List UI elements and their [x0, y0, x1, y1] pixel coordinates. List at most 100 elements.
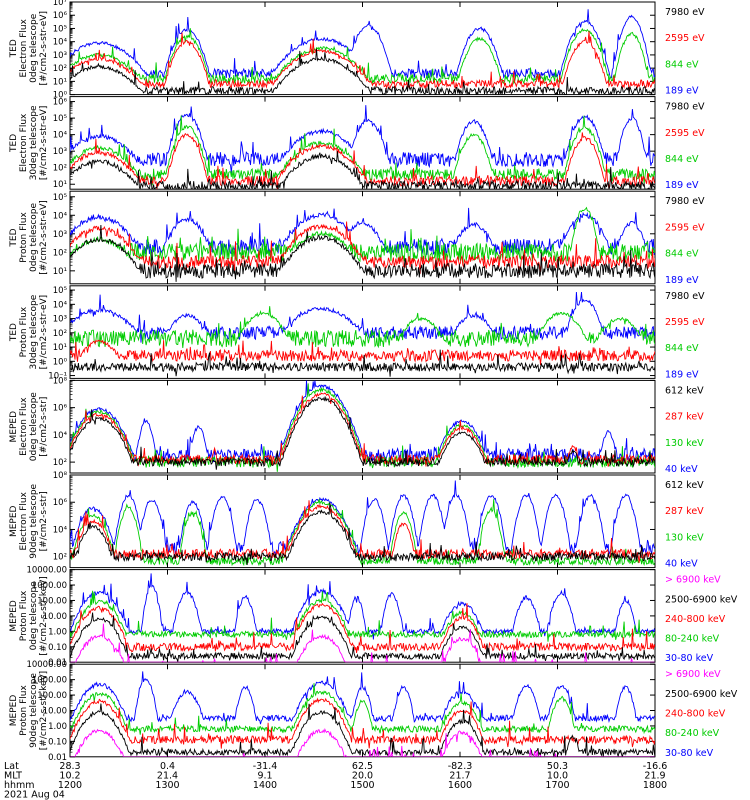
footer-value: 28.3 [59, 761, 80, 772]
series-trace [70, 339, 655, 366]
series-trace [70, 395, 655, 470]
y-axis-label-line: 30deg telescope [29, 105, 39, 180]
y-tick-label: 0.10 [48, 737, 67, 747]
y-axis-label: MEPED Proton Flux 90deg telescope [#/cm2-s-… [9, 671, 49, 750]
footer-value: 1200 [58, 780, 82, 791]
y-tick-label: 10⁵ [53, 193, 67, 203]
series-trace [70, 480, 655, 556]
y-tick-label: 10⁰ [53, 357, 68, 367]
y-axis-label: MEPED Proton Flux 0deg telescope [#/cm2-s-s… [9, 576, 49, 655]
legend-entry: 2500-6900 keV [665, 689, 738, 700]
legend: 7980 eV 2595 eV 844 eV 189 eV [665, 7, 705, 97]
y-axis-label-line: Electron Flux [19, 491, 29, 550]
legend: 7980 eV 2595 eV 844 eV 189 eV [665, 102, 705, 192]
y-tick-label: 10⁵ [53, 286, 67, 296]
y-axis-label: TED Proton Flux 30deg telescope [#/cm2-s-st… [9, 294, 49, 369]
series-trace [70, 224, 655, 282]
y-axis-label-line: TED [9, 134, 19, 153]
y-axis-label-line: 0deg telescope [29, 13, 39, 83]
legend-entry: 7980 eV [665, 196, 705, 207]
series-trace [70, 573, 655, 640]
y-axis-label-line: [#/cm2-s-str-eV] [39, 295, 49, 370]
legend-entry: 80-240 keV [665, 728, 720, 739]
y-tick-label: 10² [53, 164, 67, 174]
y-tick-label: 10⁴ [53, 211, 68, 221]
legend: > 6900 keV 2500-6900 keV 240-800 keV 80-240… [665, 669, 738, 759]
footer-value: 1600 [448, 780, 472, 791]
y-axis-label-line: MEPED [9, 600, 19, 632]
y-axis-label: TED Electron Flux 30deg telescope [#/cm2-s-… [9, 105, 49, 180]
y-tick-label: 10² [53, 553, 67, 563]
series-trace [70, 207, 655, 256]
footer-value: 10.0 [547, 771, 568, 782]
series-trace [70, 291, 655, 343]
legend: 612 keV 287 keV 130 keV 40 keV [665, 385, 704, 475]
y-tick-label: 10³ [53, 230, 67, 240]
y-tick-label: 1000.00 [32, 676, 67, 686]
y-tick-label: 10⁴ [53, 131, 68, 141]
y-axis-label: MEPED Electron Flux 90deg telescope [#/cm2-… [9, 483, 49, 558]
footer-row-label: Lat [4, 761, 19, 772]
y-tick-label: 10¹ [53, 180, 67, 190]
y-axis-label-line: 0deg telescope [29, 392, 39, 462]
legend-entry: 287 keV [665, 412, 704, 423]
footer-value: 9.1 [257, 771, 272, 782]
legend-entry: 189 eV [665, 369, 699, 380]
footer-value: 0.4 [160, 761, 175, 772]
footer-value: 21.4 [157, 771, 178, 782]
legend-entry: 2595 eV [665, 317, 705, 328]
y-axis-label-line: [#/cm2-s-str-keV] [39, 576, 49, 655]
panel-4: 10⁻¹ 10⁰ 10¹ 10² 10³ 10⁴ 10⁵ TED Proton Flux 30de… [9, 285, 705, 382]
y-tick-label: 10³ [53, 51, 67, 61]
footer-value: 21.9 [644, 771, 665, 782]
y-axis-label: TED Proton Flux 0deg telescope [#/cm2-s-str… [9, 200, 49, 275]
y-tick-label: 10⁵ [53, 24, 67, 34]
y-tick-label: 0.01 [48, 658, 67, 668]
y-axis-label-line: 0deg telescope [29, 581, 39, 651]
legend: 612 keV 287 keV 130 keV 40 keV [665, 480, 704, 570]
y-tick-label: 1.00 [48, 722, 67, 732]
y-tick-label: 10⁴ [53, 38, 68, 48]
y-axis-label-line: [#/cm2-s-str-eV] [39, 11, 49, 86]
y-tick-label: 10³ [53, 147, 67, 157]
y-axis-label-line: Proton Flux [19, 212, 29, 263]
y-axis-label-line: 30deg telescope [29, 294, 39, 369]
y-tick-label: 10⁰ [53, 91, 68, 101]
footer-value: 1400 [253, 780, 277, 791]
y-axis-label-line: MEPED [9, 505, 19, 537]
y-tick-label: 10⁻¹ [48, 372, 67, 382]
panel-7: 0.010.101.0010.00100.001000.0010000.00ME… [9, 566, 738, 669]
series-trace [70, 697, 655, 749]
y-axis-label-line: [#/cm2-s-str] [39, 491, 49, 551]
y-axis-label-line: Proton Flux [19, 685, 29, 736]
footer-value: 1700 [545, 780, 569, 791]
legend-entry: 7980 eV [665, 102, 705, 113]
panel-2: 10¹ 10² 10³ 10⁴ 10⁵ 10⁶ TED Electron Flux 30deg … [9, 96, 705, 192]
y-axis-label-line: TED [9, 39, 19, 58]
y-axis-label-line: MEPED [9, 411, 19, 443]
y-axis-label-line: Proton Flux [19, 306, 29, 357]
footer-value: -82.3 [448, 761, 473, 772]
series-trace [70, 349, 655, 377]
legend-entry: 612 keV [665, 385, 704, 396]
y-axis-label-line: TED [9, 323, 19, 342]
y-tick-label: 10.00 [43, 707, 67, 717]
series-trace [70, 703, 655, 757]
legend-entry: 7980 eV [665, 291, 705, 302]
y-tick-label: 10.00 [43, 612, 67, 622]
series-trace [70, 500, 655, 564]
legend: 7980 eV 2595 eV 844 eV 189 eV [665, 196, 705, 286]
y-axis-label: TED Electron Flux 0deg telescope [#/cm2-s-s… [9, 11, 49, 86]
footer-value: 1300 [155, 780, 179, 791]
series-trace [70, 115, 655, 186]
legend-entry: 80-240 keV [665, 634, 720, 645]
legend-entry: > 6900 keV [665, 575, 721, 586]
y-tick-label: 100.00 [37, 691, 67, 701]
panel-3: 10¹ 10² 10³ 10⁴ 10⁵ TED Proton Flux 0deg telesc… [9, 190, 705, 286]
y-tick-label: 10⁸ [53, 471, 68, 481]
legend-entry: 844 eV [665, 249, 699, 260]
footer-value: 62.5 [352, 761, 373, 772]
legend-entry: 612 keV [665, 480, 704, 491]
